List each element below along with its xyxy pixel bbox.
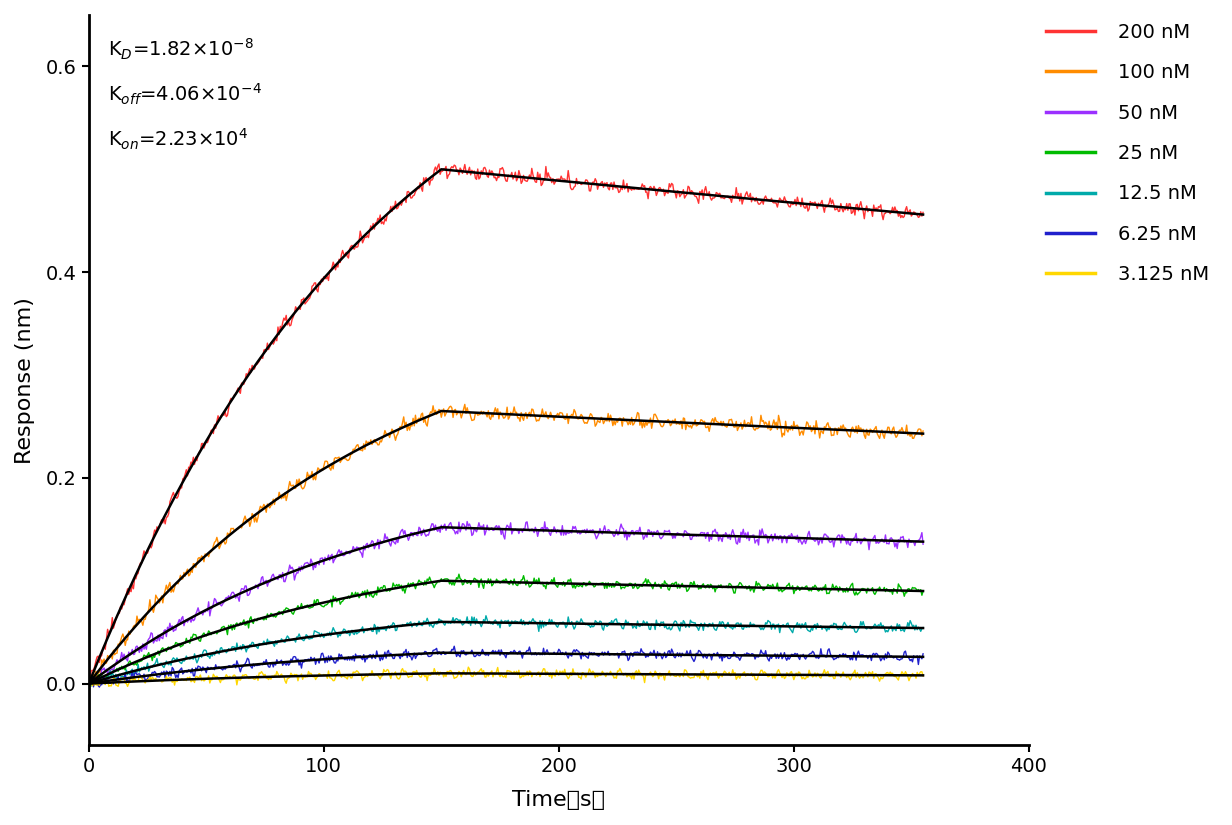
- Text: K$_{D}$=1.82×10$^{-8}$
K$_{off}$=4.06×10$^{-4}$
K$_{on}$=2.23×10$^{4}$: K$_{D}$=1.82×10$^{-8}$ K$_{off}$=4.06×10…: [107, 37, 261, 152]
- Y-axis label: Response (nm): Response (nm): [15, 297, 34, 464]
- Legend: 200 nM, 100 nM, 50 nM, 25 nM, 12.5 nM, 6.25 nM, 3.125 nM: 200 nM, 100 nM, 50 nM, 25 nM, 12.5 nM, 6…: [1039, 15, 1217, 292]
- X-axis label: Time（s）: Time（s）: [513, 790, 605, 810]
